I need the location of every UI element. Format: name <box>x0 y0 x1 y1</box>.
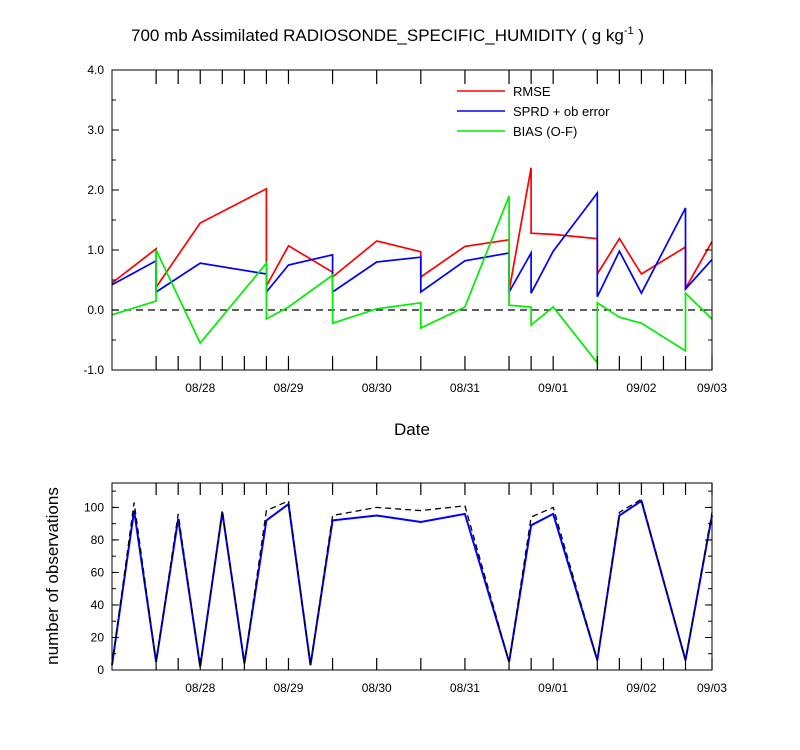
y-tick-label: 2.0 <box>87 183 104 197</box>
y-tick-label: 20 <box>91 630 105 644</box>
series-line-used <box>111 499 713 667</box>
x-tick-label: 08/29 <box>273 681 303 695</box>
y-tick-label: 3.0 <box>87 123 104 137</box>
x-axis-label: Date <box>394 420 430 439</box>
y-tick-label: 1.0 <box>87 243 104 257</box>
legend-bias-label: BIAS (O-F) <box>513 124 577 139</box>
y-tick-label: 80 <box>91 533 105 547</box>
bottom-axes: 0 20 40 60 80 100 08/28 08/29 08/30 08/31 09/01 09/… <box>84 483 727 695</box>
top-panel: -1.0 0.0 1.0 2.0 3.0 4.0 08/28 08/29 08/30 08/31 0… <box>83 63 727 439</box>
top-plot-frame <box>111 69 713 371</box>
x-tick-label: 09/01 <box>538 681 568 695</box>
legend-sprd-label: SPRD + ob error <box>513 104 610 119</box>
y-tick-label: 100 <box>84 500 104 514</box>
x-tick-label: 09/01 <box>538 381 568 395</box>
y-tick-label: 60 <box>91 565 105 579</box>
bottom-panel: 0 20 40 60 80 100 08/28 08/29 08/30 08/31 09/01 09/… <box>43 482 727 695</box>
series-line-rmse <box>111 167 713 292</box>
x-tick-label: 08/30 <box>362 681 392 695</box>
top-series <box>111 167 713 366</box>
y-tick-label: 0 <box>97 663 104 677</box>
series-line-possible <box>111 498 713 667</box>
x-tick-label: 08/28 <box>185 381 215 395</box>
x-tick-label: 09/03 <box>697 381 727 395</box>
x-tick-label: 08/31 <box>450 681 480 695</box>
x-tick-label: 09/02 <box>626 381 656 395</box>
legend-rmse-label: RMSE <box>513 84 551 99</box>
y-tick-label: 0.0 <box>87 303 104 317</box>
x-tick-label: 08/31 <box>450 381 480 395</box>
series-line-sprd-ob-error <box>111 190 713 298</box>
y-tick-label: 4.0 <box>87 63 104 77</box>
x-tick-label: 08/29 <box>273 381 303 395</box>
x-tick-label: 08/28 <box>185 681 215 695</box>
y-tick-label: 40 <box>91 598 105 612</box>
x-tick-label: 09/03 <box>697 681 727 695</box>
x-tick-label: 08/30 <box>362 381 392 395</box>
x-tick-label: 09/02 <box>626 681 656 695</box>
y-axis-label-observations: number of observations <box>43 487 62 665</box>
bottom-plot-frame <box>111 482 713 671</box>
series-line-bias-o-f <box>111 195 713 366</box>
chart-title: 700 mb Assimilated RADIOSONDE_SPECIFIC_H… <box>131 25 644 45</box>
top-axes: -1.0 0.0 1.0 2.0 3.0 4.0 08/28 08/29 08/30 08/31 0… <box>83 63 727 395</box>
legend: RMSE SPRD + ob error BIAS (O-F) <box>457 84 610 139</box>
y-tick-label: -1.0 <box>83 363 104 377</box>
bottom-series <box>111 498 713 667</box>
